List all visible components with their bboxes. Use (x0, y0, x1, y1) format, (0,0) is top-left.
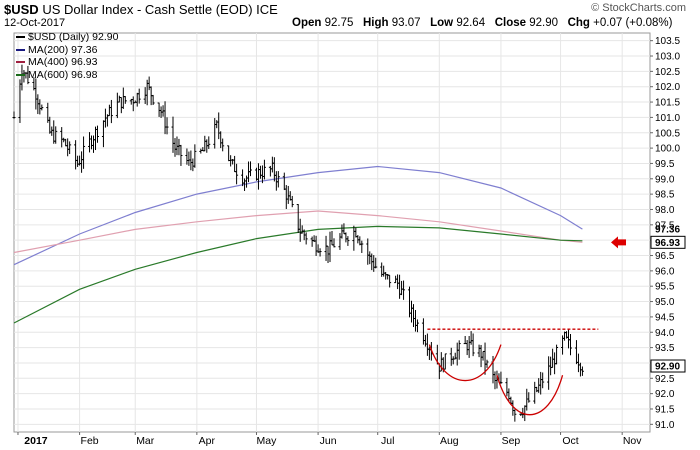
value-label-box (650, 359, 686, 373)
x-tick-label: May (257, 435, 278, 447)
ohlc-readout: Open 92.75 High 93.07 Low 92.64 Close 92… (292, 17, 673, 29)
x-tick-label: Oct (562, 435, 578, 447)
series-line-ma200 (13, 165, 583, 266)
value-label-box (650, 235, 686, 249)
y-tick-label: 91.5 (655, 404, 675, 415)
series-line-ma400 (13, 210, 583, 254)
y-tick-label: 101.0 (655, 113, 680, 124)
value-label: 96.93 (655, 238, 680, 249)
legend-label: MA(600) 96.98 (28, 68, 98, 81)
y-tick-label: 92.0 (655, 389, 675, 400)
legend-label: $USD (Daily) 92.90 (28, 31, 119, 43)
x-tick-label: Mar (136, 435, 155, 447)
legend-label: MA(200) 97.36 (28, 43, 98, 56)
y-tick-label: 96.5 (655, 251, 675, 262)
chart-date: 12-Oct-2017 (4, 17, 66, 29)
value-label: 97.36 (655, 225, 680, 236)
y-tick-label: 101.5 (655, 98, 680, 109)
y-tick-label: 94.0 (655, 328, 675, 339)
y-tick-label: 98.0 (655, 205, 675, 216)
legend-swatch (16, 36, 25, 39)
legend-label: MA(400) 96.93 (28, 56, 98, 68)
y-tick-label: 94.5 (655, 312, 675, 323)
x-tick-label: Jun (320, 435, 337, 447)
x-tick-label: Jul (381, 435, 394, 447)
y-tick-label: 95.5 (655, 282, 675, 293)
y-tick-label: 91.0 (655, 420, 675, 431)
y-tick-label: 102.0 (655, 82, 680, 93)
series-price-bars (12, 64, 584, 422)
y-tick-label: 100.0 (655, 144, 680, 155)
chart-title: $USD US Dollar Index - Cash Settle (EOD)… (4, 2, 278, 17)
trough-arc (496, 375, 564, 416)
y-tick-label: 96.0 (655, 266, 675, 277)
x-tick-label: Nov (623, 435, 642, 447)
y-tick-label: 99.0 (655, 174, 675, 185)
legend-item-price: $USD (Daily) 92.90 (16, 31, 118, 44)
brand-label: © StockCharts.com (591, 2, 686, 14)
arrow-icon (611, 236, 626, 249)
y-tick-label: 103.0 (655, 52, 680, 63)
legend-item-ma400: MA(400) 96.93 (16, 56, 118, 69)
chart-legend: $USD (Daily) 92.90 MA(200) 97.36 MA(400)… (16, 31, 118, 81)
legend-item-ma600: MA(600) 96.98 (16, 69, 118, 82)
y-tick-label: 93.5 (655, 343, 675, 354)
x-tick-label: Aug (440, 435, 459, 447)
series-line-ma600 (13, 225, 583, 324)
y-tick-label: 92.5 (655, 374, 675, 385)
legend-swatch (16, 61, 25, 64)
y-tick-label: 102.5 (655, 67, 680, 78)
y-tick-label: 95.0 (655, 297, 675, 308)
y-tick-label: 100.5 (655, 128, 680, 139)
y-tick-label: 99.5 (655, 159, 675, 170)
value-label: 92.90 (655, 362, 680, 373)
y-tick-label: 98.5 (655, 190, 675, 201)
legend-swatch (16, 73, 25, 76)
y-tick-label: 103.5 (655, 36, 680, 47)
x-tick-label: Apr (199, 435, 216, 447)
x-tick-label: Sep (502, 435, 521, 447)
x-tick-label: Feb (81, 435, 99, 447)
x-tick-label: 2017 (24, 435, 48, 447)
legend-swatch (16, 48, 25, 51)
trough-arc (428, 344, 502, 382)
legend-item-ma200: MA(200) 97.36 (16, 44, 118, 57)
y-tick-label: 97.5 (655, 220, 675, 231)
